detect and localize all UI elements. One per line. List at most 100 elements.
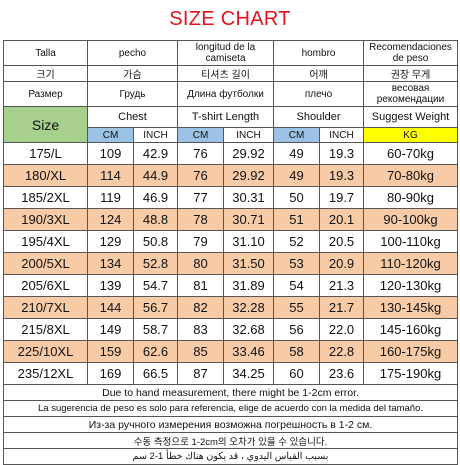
size-cell: 200/5XL xyxy=(3,252,88,275)
header-size-en: Size xyxy=(3,106,88,143)
chest-inch-cell: 58.7 xyxy=(133,318,178,341)
size-row: 195/4XL 129 50.8 79 31.10 52 20.5 100-110kg xyxy=(3,230,459,253)
note-korean: 수동 측정으로 1-2cm의 오차가 있을 수 있습니다. xyxy=(2,432,459,449)
unit-shoulder-cm: CM xyxy=(273,127,321,143)
length-inch-cell: 30.31 xyxy=(222,186,275,209)
chest-cm-cell: 159 xyxy=(87,340,134,363)
chest-inch-cell: 42.9 xyxy=(133,142,178,165)
length-cm-cell: 77 xyxy=(177,186,224,209)
shoulder-inch-cell: 19.3 xyxy=(319,142,365,165)
length-inch-cell: 31.10 xyxy=(222,230,275,253)
header-weight-es: Recomendaciones de peso xyxy=(363,40,459,66)
weight-cell: 145-160kg xyxy=(363,318,459,341)
shoulder-cm-cell: 55 xyxy=(273,296,321,319)
shoulder-cm-cell: 60 xyxy=(273,362,321,385)
size-rows: 175/L 109 42.9 76 29.92 49 19.3 60-70kg 180/XL 11… xyxy=(3,142,459,385)
chest-cm-cell: 129 xyxy=(87,230,134,253)
chest-inch-cell: 56.7 xyxy=(133,296,178,319)
header-row-english: Size Chest T-shirt Length Shoulder Sugge… xyxy=(3,106,459,143)
length-cm-cell: 83 xyxy=(177,318,224,341)
length-inch-cell: 34.25 xyxy=(222,362,275,385)
shoulder-inch-cell: 23.6 xyxy=(319,362,365,385)
shoulder-inch-cell: 22.8 xyxy=(319,340,365,363)
header-weight-kr: 권장 무게 xyxy=(363,65,459,82)
shoulder-cm-cell: 56 xyxy=(273,318,321,341)
size-row: 235/12XL 169 66.5 87 34.25 60 23.6 175-190kg xyxy=(3,362,459,385)
note-row: Due to hand measurement, there might be … xyxy=(2,384,459,401)
shoulder-cm-cell: 52 xyxy=(273,230,321,253)
note-spanish: La sugerencia de peso es solo para refer… xyxy=(2,400,459,417)
shoulder-cm-cell: 51 xyxy=(273,208,321,231)
shoulder-cm-cell: 50 xyxy=(273,186,321,209)
header-chest-kr: 가슴 xyxy=(87,65,178,82)
header-shoulder-kr: 어깨 xyxy=(273,65,365,82)
length-cm-cell: 82 xyxy=(177,296,224,319)
shoulder-inch-cell: 19.7 xyxy=(319,186,365,209)
header-shoulder-en: Shoulder xyxy=(273,106,365,128)
shoulder-inch-cell: 19.3 xyxy=(319,164,365,187)
length-inch-cell: 33.46 xyxy=(222,340,275,363)
weight-cell: 120-130kg xyxy=(363,274,459,297)
length-cm-cell: 80 xyxy=(177,252,224,275)
length-inch-cell: 32.28 xyxy=(222,296,275,319)
chest-cm-cell: 109 xyxy=(87,142,134,165)
note-row: La sugerencia de peso es solo para refer… xyxy=(2,400,459,417)
size-cell: 190/3XL xyxy=(3,208,88,231)
header-length-ru: Длина футболки xyxy=(176,81,275,107)
header-weight-ru: весовая рекомендации xyxy=(363,81,459,107)
chest-cm-cell: 119 xyxy=(87,186,134,209)
header-size-kr: 크기 xyxy=(3,65,88,82)
header-row-korean: 크기 가슴 티셔츠 길이 어깨 권장 무게 xyxy=(3,65,459,82)
chest-cm-cell: 139 xyxy=(87,274,134,297)
chest-cm-cell: 134 xyxy=(87,252,134,275)
unit-chest-cm: CM xyxy=(87,127,134,143)
length-cm-cell: 76 xyxy=(177,142,224,165)
length-inch-cell: 30.71 xyxy=(222,208,275,231)
header-length-en: T-shirt Length xyxy=(176,106,275,128)
shoulder-cm-cell: 49 xyxy=(273,164,321,187)
size-cell: 225/10XL xyxy=(3,340,88,363)
length-inch-cell: 31.50 xyxy=(222,252,275,275)
shoulder-inch-cell: 21.3 xyxy=(319,274,365,297)
weight-cell: 80-90kg xyxy=(363,186,459,209)
chest-cm-cell: 124 xyxy=(87,208,134,231)
note-arabic: بسبب القياس اليدوي ، قد يكون هناك خطأ 1-… xyxy=(2,448,459,465)
size-cell: 210/7XL xyxy=(3,296,88,319)
shoulder-cm-cell: 53 xyxy=(273,252,321,275)
size-row: 200/5XL 134 52.8 80 31.50 53 20.9 110-120kg xyxy=(3,252,459,275)
size-cell: 185/2XL xyxy=(3,186,88,209)
header-size-ru: Размер xyxy=(3,81,88,107)
unit-weight-kg: KG xyxy=(363,127,459,143)
chest-inch-cell: 54.7 xyxy=(133,274,178,297)
header-size-es: Talla xyxy=(3,40,88,66)
size-row: 175/L 109 42.9 76 29.92 49 19.3 60-70kg xyxy=(3,142,459,165)
header-weight-en: Suggest Weight xyxy=(363,106,459,128)
chest-cm-cell: 169 xyxy=(87,362,134,385)
size-cell: 205/6XL xyxy=(3,274,88,297)
length-cm-cell: 78 xyxy=(177,208,224,231)
chest-inch-cell: 46.9 xyxy=(133,186,178,209)
chest-inch-cell: 66.5 xyxy=(133,362,178,385)
size-row: 180/XL 114 44.9 76 29.92 49 19.3 70-80kg xyxy=(3,164,459,187)
header-chest-es: pecho xyxy=(87,40,178,66)
length-cm-cell: 76 xyxy=(177,164,224,187)
chest-inch-cell: 48.8 xyxy=(133,208,178,231)
unit-length-inch: INCH xyxy=(222,127,275,143)
header-shoulder-ru: плечо xyxy=(273,81,365,107)
length-inch-cell: 32.68 xyxy=(222,318,275,341)
chest-cm-cell: 149 xyxy=(87,318,134,341)
length-inch-cell: 29.92 xyxy=(222,142,275,165)
note-row: بسبب القياس اليدوي ، قد يكون هناك خطأ 1-… xyxy=(2,448,459,465)
size-cell: 195/4XL xyxy=(3,230,88,253)
header-length-kr: 티셔츠 길이 xyxy=(176,65,275,82)
weight-cell: 70-80kg xyxy=(363,164,459,187)
size-row: 190/3XL 124 48.8 78 30.71 51 20.1 90-100kg xyxy=(3,208,459,231)
shoulder-inch-cell: 20.1 xyxy=(319,208,365,231)
note-row: Из-за ручного измерения возможна погрешн… xyxy=(2,416,459,433)
chest-cm-cell: 144 xyxy=(87,296,134,319)
length-inch-cell: 31.89 xyxy=(222,274,275,297)
chest-inch-cell: 50.8 xyxy=(133,230,178,253)
weight-cell: 60-70kg xyxy=(363,142,459,165)
length-inch-cell: 29.92 xyxy=(222,164,275,187)
shoulder-inch-cell: 21.7 xyxy=(319,296,365,319)
